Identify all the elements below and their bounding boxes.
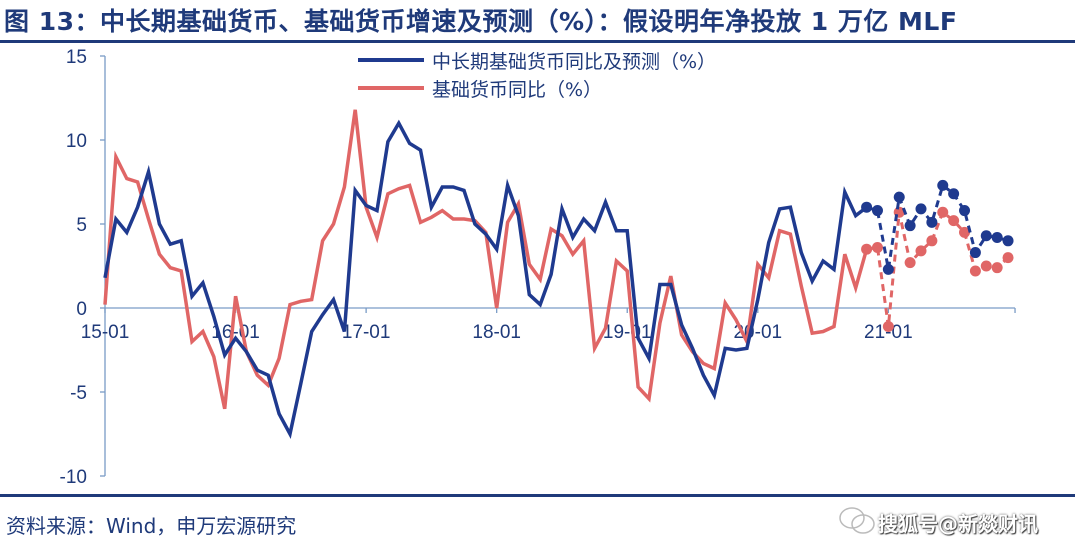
forecast-marker	[904, 257, 916, 269]
forecast-marker	[937, 179, 949, 191]
x-tick-label: 17-01	[342, 322, 391, 343]
forecast-marker	[915, 203, 927, 215]
x-tick-label: 19-01	[603, 322, 652, 343]
x-tick-label: 15-01	[81, 322, 130, 343]
forecast-marker	[915, 245, 927, 257]
legend-item-red: 基础货币同比（%）	[358, 74, 716, 102]
forecast-marker	[926, 216, 938, 228]
y-tick-label: 15	[66, 47, 87, 68]
forecast-marker	[893, 191, 905, 203]
source-note: 资料来源：Wind，申万宏源研究	[6, 514, 297, 538]
forecast-marker	[980, 260, 992, 272]
forecast-marker	[948, 188, 960, 200]
forecast-marker	[959, 226, 971, 238]
x-tick-label: 18-01	[472, 322, 521, 343]
forecast-marker	[959, 205, 971, 217]
forecast-marker	[861, 201, 873, 213]
forecast-marker	[904, 220, 916, 232]
y-tick-label: -5	[70, 383, 87, 404]
forecast-marker	[969, 247, 981, 259]
legend-label-red: 基础货币同比（%）	[432, 78, 603, 101]
footer-divider	[0, 494, 1075, 497]
forecast-marker	[1002, 235, 1014, 247]
wechat-icon	[839, 507, 875, 534]
forecast-marker	[937, 206, 949, 218]
forecast-marker	[948, 215, 960, 227]
forecast-marker	[1002, 252, 1014, 264]
y-tick-label: -10	[60, 467, 87, 488]
legend-label-blue: 中长期基础货币同比及预测（%）	[432, 50, 717, 73]
forecast-marker	[871, 242, 883, 254]
x-tick-label: 21-01	[864, 322, 913, 343]
chart-series	[103, 109, 1014, 440]
legend-swatch-blue	[358, 58, 424, 62]
chart-legend: 中长期基础货币同比及预测（%） 基础货币同比（%）	[358, 46, 716, 102]
chart-title: 图 13：中长期基础货币、基础货币增速及预测（%）：假设明年净投放 1 万亿 M…	[4, 7, 958, 36]
forecast-marker	[926, 235, 938, 247]
forecast-marker	[991, 231, 1003, 243]
y-tick-label: 5	[76, 215, 87, 236]
legend-swatch-red	[358, 86, 424, 90]
title-divider	[0, 40, 1075, 43]
legend-item-blue: 中长期基础货币同比及预测（%）	[358, 46, 716, 74]
forecast-marker	[871, 205, 883, 217]
forecast-marker	[991, 262, 1003, 274]
series-blue	[103, 119, 1014, 440]
forecast-marker	[980, 230, 992, 242]
forecast-marker	[969, 265, 981, 277]
series-red	[103, 109, 1014, 410]
forecast-marker	[861, 243, 873, 255]
x-tick-label: 16-01	[211, 322, 260, 343]
forecast-marker	[882, 263, 894, 275]
y-tick-label: 10	[66, 131, 87, 152]
forecast-marker	[882, 320, 894, 332]
y-tick-label: 0	[76, 299, 87, 320]
watermark: 搜狐号@新燚财讯	[878, 512, 1038, 536]
